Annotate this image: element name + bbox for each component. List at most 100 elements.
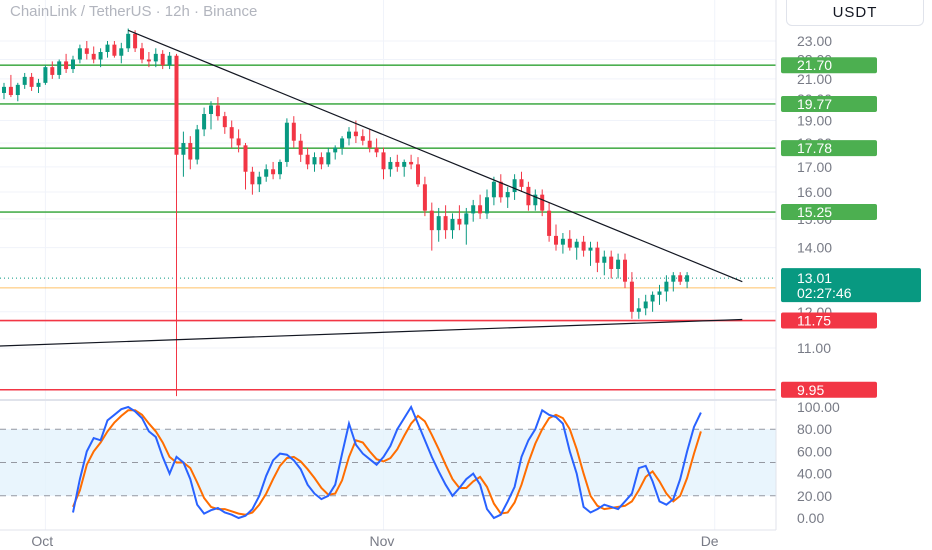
level-tag-label: 21.70 <box>797 57 832 73</box>
level-tag-label: 9.95 <box>797 382 824 398</box>
candle-body <box>284 122 289 162</box>
level-tag[interactable]: 17.78 <box>781 140 877 157</box>
candle <box>616 253 621 279</box>
candle-body <box>50 67 55 75</box>
candle <box>491 176 496 206</box>
candle-body <box>188 143 193 160</box>
horizontal-levels[interactable] <box>0 64 776 391</box>
candle-body <box>664 281 669 292</box>
candle-body <box>623 259 627 282</box>
level-tag[interactable]: 19.77 <box>781 95 877 112</box>
candle-body <box>381 152 386 170</box>
candle-body <box>271 169 276 175</box>
candle-body <box>636 308 641 312</box>
candle-body <box>526 186 531 206</box>
candle <box>498 174 503 203</box>
candle-body <box>140 48 144 60</box>
candle <box>574 238 579 260</box>
candle <box>91 46 96 64</box>
level-tag[interactable]: 21.70 <box>781 57 877 73</box>
candle <box>71 55 75 73</box>
candle <box>602 250 607 276</box>
candle <box>519 171 524 193</box>
candle <box>243 143 248 190</box>
price-tick-label: 19.00 <box>797 113 832 129</box>
candle <box>250 166 255 195</box>
candle <box>57 59 62 79</box>
candle-body <box>367 140 372 148</box>
candle-body <box>257 176 262 185</box>
candle-body <box>374 147 379 153</box>
trendline[interactable] <box>0 318 743 347</box>
trendline[interactable] <box>127 29 743 283</box>
level-tag-bg <box>781 312 877 329</box>
stoch-tick-label: 80.00 <box>797 421 832 437</box>
candle-body <box>554 235 558 245</box>
level-tag[interactable]: 9.95 <box>781 381 877 398</box>
time-tick-label: Nov <box>370 533 395 549</box>
candle-body <box>547 210 552 236</box>
candle <box>443 205 448 239</box>
stoch-tick-label: 20.00 <box>797 488 832 504</box>
candle-body <box>588 247 593 251</box>
candles <box>2 28 690 397</box>
candle <box>388 157 393 177</box>
candle <box>278 159 282 180</box>
stoch-band <box>0 428 776 497</box>
candle-body <box>429 210 434 231</box>
candle <box>560 233 565 254</box>
stoch-tick-label: 100.00 <box>797 399 840 415</box>
candle-body <box>195 129 200 160</box>
candle <box>416 157 420 187</box>
trendlines[interactable] <box>0 29 743 347</box>
candle <box>567 230 572 251</box>
candle <box>478 194 483 219</box>
candle-body <box>657 291 662 295</box>
candle <box>167 52 172 70</box>
pane-separator[interactable] <box>0 0 932 531</box>
candle-body <box>312 157 317 165</box>
candle <box>133 30 138 53</box>
candle <box>595 241 600 273</box>
candle-body <box>43 67 48 83</box>
candle <box>257 171 262 193</box>
candle-body <box>595 247 600 263</box>
candle-body <box>71 59 75 70</box>
candle-body <box>98 52 103 60</box>
level-tag[interactable]: 11.75 <box>781 312 877 329</box>
candle <box>105 41 110 58</box>
currency-button[interactable]: USDT <box>786 0 924 26</box>
candle <box>381 147 386 180</box>
stoch-tick-label: 40.00 <box>797 466 832 482</box>
candle <box>222 111 227 134</box>
candle <box>15 82 20 102</box>
candle <box>340 136 345 155</box>
time-axis[interactable]: Oct Nov De <box>31 533 718 549</box>
level-tag-label: 19.77 <box>797 96 832 112</box>
price-axis[interactable]: 23.0022.0021.0020.0019.0018.0017.0016.00… <box>777 0 932 550</box>
level-tag[interactable]: 15.25 <box>781 204 877 221</box>
candle-body <box>471 205 476 214</box>
candle-body <box>29 76 34 87</box>
candle <box>505 186 510 208</box>
candle-body <box>305 154 310 165</box>
level-tag-bg <box>781 140 877 157</box>
candle-body <box>174 55 179 155</box>
candle-body <box>602 256 607 263</box>
level-tag-bg <box>781 204 877 221</box>
candle-body <box>77 48 82 60</box>
candle-body <box>278 161 282 175</box>
candle-body <box>347 131 351 139</box>
candle <box>29 72 34 91</box>
candle-body <box>264 169 269 177</box>
candle-body <box>443 216 448 231</box>
candle <box>657 284 662 305</box>
candle <box>298 133 303 162</box>
price-tick-label: 16.00 <box>797 184 832 200</box>
candle <box>119 42 124 64</box>
candle <box>526 181 531 211</box>
candle <box>291 116 296 148</box>
candle <box>319 152 324 170</box>
